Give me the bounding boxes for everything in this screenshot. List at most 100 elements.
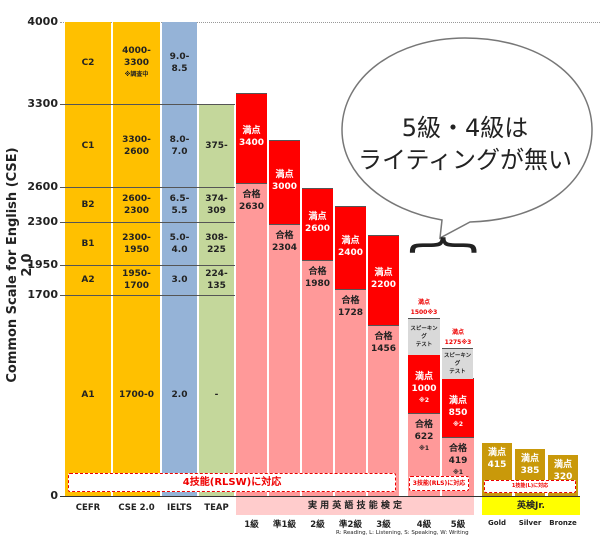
junior-title: 英検Jr. — [482, 497, 580, 515]
pass-value: 1728 — [337, 308, 364, 318]
grade5-total: 満点 1275※3 — [438, 328, 478, 348]
x-label-cefr: CEFR — [75, 503, 101, 513]
max-note: ※2 — [452, 420, 463, 428]
pass-label: 合格 — [414, 420, 433, 430]
top-gridline — [60, 22, 600, 23]
max-value: 2400 — [337, 247, 364, 258]
x-label-grade: 5級 — [450, 520, 466, 530]
ielts-a1: 2.0 — [171, 390, 188, 400]
note-one-skill: 1技能(L)に対応 — [484, 480, 576, 493]
axis-line — [60, 496, 580, 497]
x-label-grade: 1級 — [244, 520, 259, 530]
max-label: 満点 — [520, 454, 539, 464]
note-four-skills: 4技能(RLSW)に対応 — [68, 473, 396, 492]
pass-label: 合格 — [448, 444, 467, 454]
max-bar: 満点 3400 — [236, 93, 267, 184]
grade5-speaking: スピーキング テスト — [442, 348, 473, 379]
max-label: 満点 — [487, 448, 506, 458]
x-label-bronze: Bronze — [549, 519, 577, 527]
pass-value: 622 — [414, 432, 434, 442]
total-label: 満点 — [417, 299, 430, 306]
ielts-b1: 5.0- 4.0 — [169, 232, 190, 255]
teap-a2: 224- 135 — [205, 269, 228, 291]
max-label: 満点 — [242, 126, 261, 136]
max-label: 満点 — [414, 371, 433, 382]
cefr-a1: A1 — [81, 390, 95, 400]
y-tick: 3300 — [27, 97, 58, 110]
y-tick: 1700 — [27, 288, 58, 301]
cse-column: 4000- 3300 ※調査中 3300- 2600 2600- 2300 230… — [113, 22, 160, 496]
pass-value: 1456 — [370, 344, 397, 354]
max-bar: 満点 1000 ※2 — [408, 354, 440, 414]
pass-bar: 合格 2304 — [269, 224, 300, 497]
pass-label: 合格 — [275, 231, 294, 241]
cse-c2-note: ※調査中 — [124, 71, 149, 78]
x-label-silver: Silver — [518, 519, 542, 527]
x-label-grade: 3級 — [376, 520, 391, 530]
grade4-speaking: スピーキング テスト — [408, 318, 440, 355]
cse-c2-range: 4000- 3300 — [122, 46, 151, 68]
cefr-c1: C1 — [81, 140, 95, 151]
ielts-c2: 9.0- 8.5 — [169, 52, 190, 74]
y-tick: 1950 — [27, 258, 58, 271]
teap-column: 375- 374- 309 308- 225 224- 135 - — [199, 104, 234, 496]
ielts-column: 9.0- 8.5 8.0- 7.0 6.5- 5.5 5.0- 4.0 3.0 … — [162, 22, 197, 496]
max-label: 満点 — [448, 395, 467, 406]
pass-label: 合格 — [242, 190, 261, 200]
pass-value: 2304 — [271, 243, 298, 253]
max-label: 満点 — [553, 460, 572, 470]
note: ※3 — [427, 309, 438, 316]
y-tick: 2300 — [27, 215, 58, 228]
max-value: 3400 — [238, 138, 265, 148]
x-label-teap: TEAP — [204, 503, 229, 513]
cse-a1: 1700-0 — [118, 390, 155, 400]
footnote: R: Reading, L: Listening, S: Speaking, W… — [336, 530, 469, 536]
max-value: 320 — [553, 472, 573, 482]
grade4-total: 満点 1500※3 — [404, 298, 444, 318]
pass-value: 2630 — [238, 202, 265, 212]
x-label-gold: Gold — [488, 519, 506, 527]
cse-b2: 2600- 2300 — [122, 193, 151, 216]
x-label-grade: 4級 — [416, 520, 432, 530]
cse-b1: 2300- 1950 — [122, 232, 151, 255]
teap-a1: - — [214, 390, 219, 400]
cefr-b1: B1 — [81, 238, 95, 249]
teap-b2: 374- 309 — [205, 193, 228, 216]
note: ※3 — [461, 339, 472, 346]
pass-bar: 合格 1728 — [335, 289, 366, 497]
eiken-title: 実 用 英 語 技 能 検 定 — [236, 497, 474, 515]
x-label-grade: 2級 — [310, 520, 325, 530]
y-tick: 4000 — [27, 15, 58, 28]
pass-note: ※1 — [452, 469, 463, 476]
max-label: 満点 — [275, 170, 294, 180]
max-bar: 満点 2600 — [302, 188, 333, 261]
x-label-grade: 準1級 — [273, 520, 296, 530]
max-label: 満点 — [374, 268, 393, 278]
teap-c1: 375- — [205, 140, 228, 151]
cse-a2: 1950- 1700 — [122, 269, 151, 291]
x-label-ielts: IELTS — [167, 503, 192, 513]
pass-label: 合格 — [308, 267, 327, 277]
teap-b1: 308- 225 — [205, 232, 228, 255]
pass-bar: 合格 1980 — [302, 260, 333, 497]
brace-icon: { — [403, 232, 487, 258]
max-value: 3000 — [271, 182, 298, 192]
x-label-cse: CSE 2.0 — [118, 503, 155, 513]
total-label: 満点 — [451, 329, 464, 336]
note-three-skills: 3技能(RLS)に対応 — [409, 476, 469, 491]
total-value: 1275 — [444, 339, 462, 346]
max-label: 満点 — [341, 235, 360, 246]
bubble-line-2: ライティングが無い — [357, 146, 573, 174]
speech-bubble — [341, 37, 593, 240]
y-tick: 2600 — [27, 180, 58, 193]
bubble-line-1: 5級・4級は — [401, 114, 529, 142]
max-bar: 満点 850 ※2 — [442, 378, 474, 438]
pass-value: 419 — [448, 456, 468, 466]
max-value: 385 — [520, 466, 540, 476]
cefr-b2: B2 — [81, 199, 95, 210]
max-value: 2200 — [370, 280, 397, 290]
max-value: 415 — [487, 460, 507, 470]
ielts-b2: 6.5- 5.5 — [169, 193, 190, 216]
cefr-a2: A2 — [81, 275, 95, 285]
pass-bar: 合格 2630 — [236, 183, 267, 497]
